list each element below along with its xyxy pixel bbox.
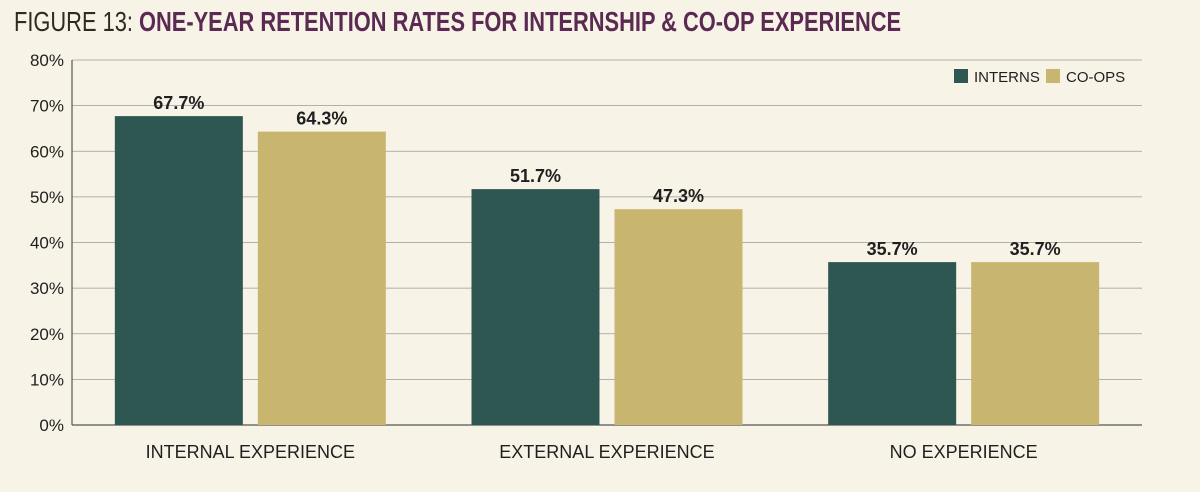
bar-interns (828, 262, 957, 425)
chart-title: FIGURE 13: ONE-YEAR RETENTION RATES FOR … (14, 6, 901, 38)
legend-swatch-co-ops (1046, 69, 1060, 83)
title-prefix: FIGURE 13: (14, 6, 140, 37)
category-label: INTERNAL EXPERIENCE (146, 442, 355, 462)
bar-co-ops (257, 131, 386, 425)
data-label: 35.7% (1010, 239, 1061, 259)
title-main: ONE-YEAR RETENTION RATES FOR INTERNSHIP … (139, 6, 902, 37)
legend-swatch-interns (954, 69, 968, 83)
y-tick-label: 80% (30, 51, 64, 70)
y-tick-label: 50% (30, 188, 64, 207)
data-label: 51.7% (510, 166, 561, 186)
y-tick-label: 10% (30, 370, 64, 389)
category-label: EXTERNAL EXPERIENCE (499, 442, 714, 462)
y-tick-label: 20% (30, 325, 64, 344)
data-label: 67.7% (153, 93, 204, 113)
bar-co-ops (971, 262, 1100, 425)
data-label: 64.3% (296, 109, 347, 129)
y-tick-label: 70% (30, 97, 64, 116)
category-label: NO EXPERIENCE (890, 442, 1038, 462)
legend-label: INTERNS (974, 69, 1040, 86)
data-label: 35.7% (867, 239, 918, 259)
y-tick-label: 0% (39, 416, 64, 435)
legend-label: CO-OPS (1066, 69, 1125, 86)
data-label: 47.3% (653, 186, 704, 206)
bar-interns (114, 116, 243, 426)
y-tick-label: 40% (30, 234, 64, 253)
bar-interns (471, 189, 600, 425)
y-tick-label: 30% (30, 279, 64, 298)
bar-co-ops (614, 209, 743, 425)
y-tick-label: 60% (30, 142, 64, 161)
